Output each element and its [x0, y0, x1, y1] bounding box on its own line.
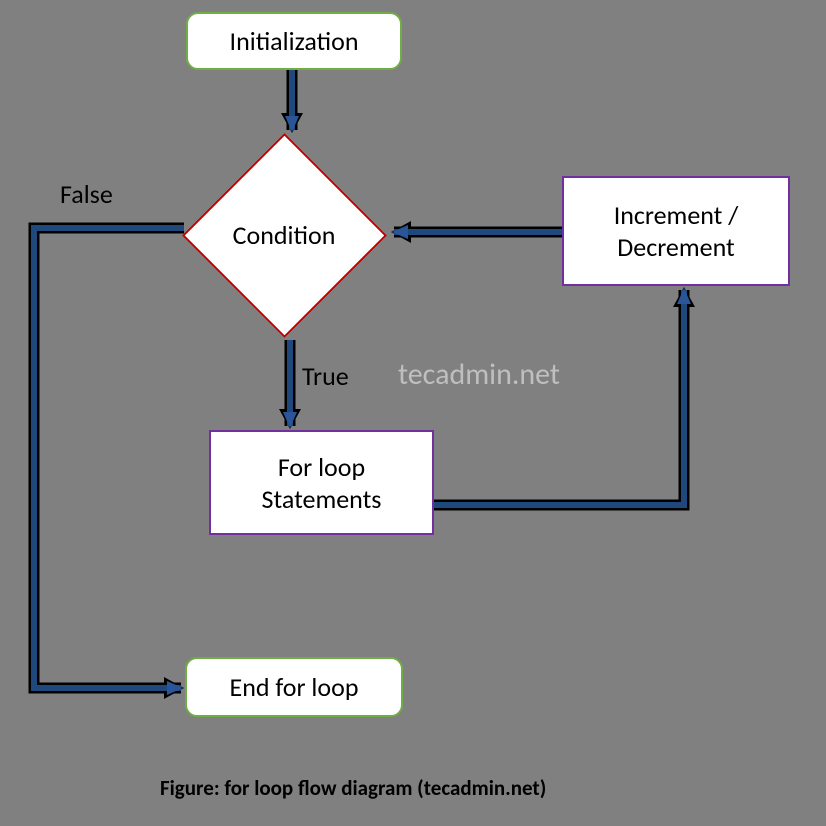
figure-caption: Figure: for loop flow diagram (tecadmin.… — [160, 775, 546, 801]
node-condition: Condition — [212, 163, 357, 308]
node-label: Condition — [233, 219, 336, 251]
flow-edges — [0, 0, 826, 826]
node-label: Initialization — [230, 25, 359, 57]
node-increment-decrement: Increment / Decrement — [562, 176, 790, 286]
edge-label-false: False — [60, 178, 113, 210]
node-label-line2: Statements — [262, 483, 382, 515]
node-label: End for loop — [230, 671, 359, 703]
node-label-line1: Increment / — [614, 199, 739, 231]
edge-stmts-to-incdec — [434, 290, 684, 505]
node-for-loop-statements: For loop Statements — [209, 430, 434, 535]
node-initialization: Initialization — [186, 12, 402, 70]
edge-label-true: True — [302, 360, 349, 392]
edge-condition-to-end — [34, 228, 184, 688]
node-label-line2: Decrement — [614, 231, 739, 263]
node-label-line1: For loop — [262, 451, 382, 483]
watermark-text: tecadmin.net — [398, 356, 560, 393]
node-end-for-loop: End for loop — [185, 657, 403, 717]
